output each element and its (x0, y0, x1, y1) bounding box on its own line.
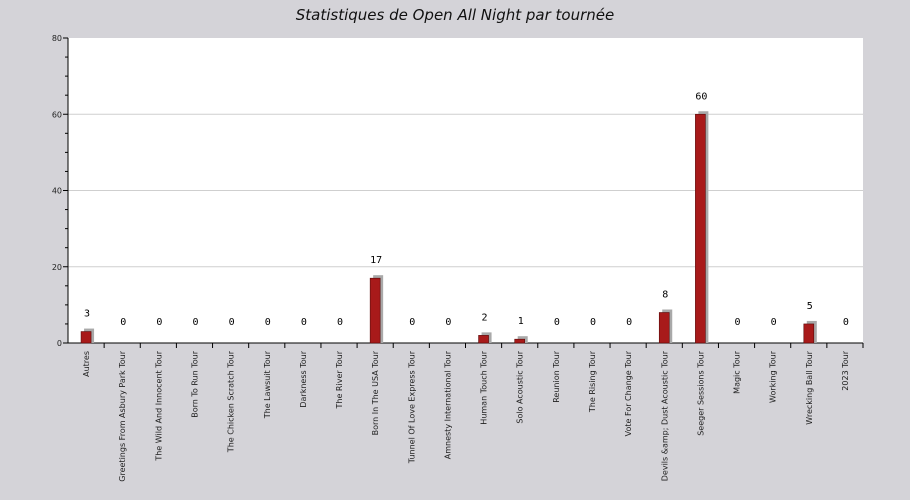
data-label: 0 (445, 317, 451, 328)
data-label: 0 (120, 317, 126, 328)
data-label: 0 (301, 317, 307, 328)
bar (478, 335, 489, 344)
data-label: 0 (409, 317, 415, 328)
x-tick-label: Autres (82, 351, 91, 377)
data-label: 0 (843, 317, 849, 328)
x-tick-label: The River Tour (335, 350, 344, 409)
data-label: 2 (482, 312, 488, 323)
y-tick-label: 60 (52, 110, 62, 119)
x-tick-label: The Wild And Innocent Tour (154, 350, 163, 461)
data-label: 1 (518, 316, 524, 327)
data-label: 0 (337, 317, 343, 328)
x-tick-label: Seeger Sessions Tour (696, 350, 705, 435)
y-tick-label: 80 (52, 34, 62, 43)
bar (658, 312, 670, 344)
chart-title: Statistiques de Open All Night par tourn… (295, 6, 615, 24)
data-label: 0 (229, 317, 235, 328)
x-tick-label: Greetings From Asbury Park Tour (118, 350, 127, 481)
x-tick-label: Human Touch Tour (480, 350, 489, 424)
data-label: 0 (156, 317, 162, 328)
x-tick-label: Devils &amp; Dust Acoustic Tour (660, 350, 669, 481)
x-tick-label: The Chicken Scratch Tour (227, 350, 236, 453)
x-tick-label: Amnesty International Tour (443, 350, 452, 459)
x-tick-label: Wrecking Ball Tour (805, 350, 814, 424)
x-tick-label: 2023 Tour (841, 350, 850, 390)
bar (369, 277, 381, 344)
data-label: 0 (590, 317, 596, 328)
x-tick-label: Darkness Tour (299, 350, 308, 407)
y-tick-label: 20 (52, 263, 62, 272)
data-label: 17 (370, 255, 382, 266)
bar (803, 323, 815, 344)
x-tick-label: Magic Tour (733, 350, 742, 394)
x-tick-label: Reunion Tour (552, 350, 561, 402)
y-tick-label: 0 (57, 339, 62, 348)
x-tick-label: Vote For Change Tour (624, 350, 633, 436)
data-label: 0 (771, 317, 777, 328)
bar (695, 113, 706, 344)
data-label: 60 (695, 91, 707, 102)
data-label: 0 (554, 317, 560, 328)
x-tick-label: Born In The USA Tour (371, 350, 380, 435)
bar (514, 338, 526, 344)
bar (80, 331, 92, 344)
data-label: 0 (735, 317, 741, 328)
data-label: 0 (626, 317, 632, 328)
x-tick-label: Working Tour (769, 350, 778, 403)
x-tick-label: The Lawsuit Tour (263, 350, 272, 419)
x-tick-label: Tunnel Of Love Express Tour (407, 350, 416, 464)
y-tick-label: 40 (52, 187, 62, 196)
data-label: 0 (265, 317, 271, 328)
x-tick-label: Solo Acoustic Tour (516, 350, 525, 423)
data-label: 8 (662, 290, 668, 301)
x-tick-label: The Rising Tour (588, 350, 597, 413)
data-label: 5 (807, 301, 813, 312)
x-tick-label: Born To Run Tour (190, 350, 199, 417)
data-label: 3 (84, 309, 90, 320)
data-label: 0 (192, 317, 198, 328)
